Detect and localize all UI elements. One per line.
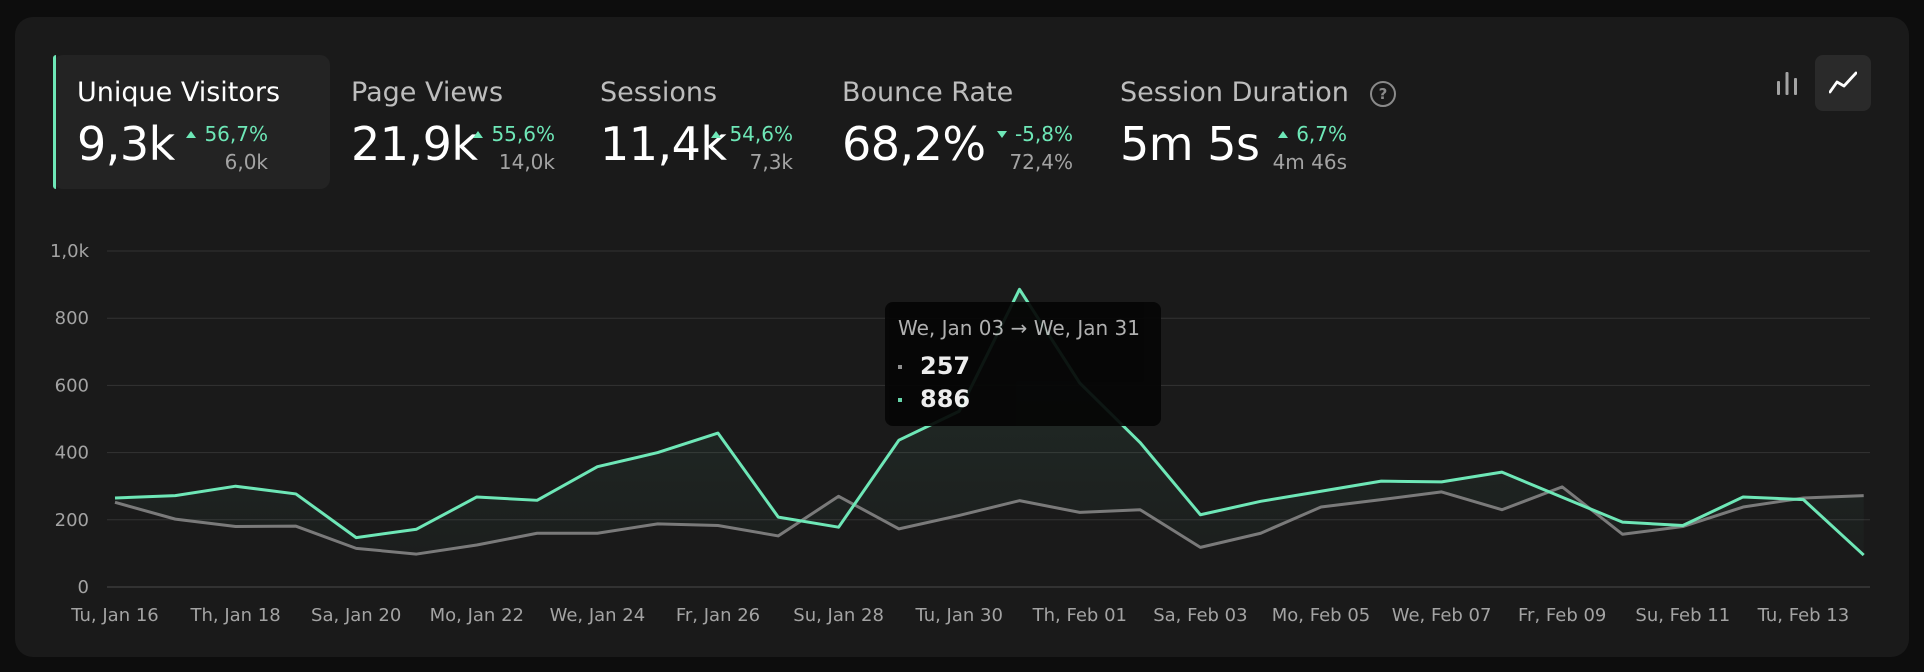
y-tick-label: 800 [55, 308, 89, 329]
trend-up-icon [1278, 131, 1289, 138]
trend-up-icon [473, 131, 484, 138]
line-chart-toggle-button[interactable] [1815, 55, 1871, 111]
metric-value: 21,9k [351, 117, 478, 171]
bar-chart-icon [1777, 72, 1797, 95]
y-tick-label: 1,0k [50, 241, 90, 262]
x-tick-label: Mo, Jan 22 [430, 605, 524, 626]
x-tick-label: Fr, Jan 26 [676, 605, 760, 626]
metric-title: Page Views [351, 77, 504, 108]
x-tick-label: Mo, Feb 05 [1272, 605, 1370, 626]
metric-value: 9,3k [77, 117, 175, 171]
x-tick-label: Fr, Feb 09 [1518, 605, 1606, 626]
metric-previous: 72,4% [1009, 150, 1073, 174]
metric-bounce-rate[interactable]: Bounce Rate 68,2% -5,8% 72,4% [820, 55, 1080, 189]
metric-title: Bounce Rate [842, 77, 1014, 108]
bar-chart-toggle-button[interactable] [1759, 55, 1815, 111]
previous-series-dot [898, 365, 902, 369]
x-tick-label: Th, Jan 18 [189, 605, 280, 626]
metric-value: 5m 5s [1120, 117, 1260, 171]
current-series-dot [898, 398, 902, 402]
metric-change: 54,6% [711, 122, 793, 146]
metric-unique-visitors[interactable]: Unique Visitors 9,3k 56,7% 6,0k [53, 55, 330, 189]
y-tick-label: 400 [55, 443, 89, 464]
metric-previous: 4m 46s [1272, 150, 1347, 174]
y-tick-label: 0 [78, 577, 89, 598]
metric-change: 56,7% [186, 122, 268, 146]
metric-session-duration[interactable]: Session Duration 5m 5s 6,7% 4m 46s [1095, 55, 1375, 189]
metric-previous: 14,0k [498, 150, 555, 174]
tooltip-previous-value: 257 [898, 352, 970, 380]
x-tick-label: Su, Feb 11 [1635, 605, 1730, 626]
x-tick-label: Tu, Feb 13 [1757, 605, 1850, 626]
analytics-card: Unique Visitors 9,3k 56,7% 6,0k Page Vie… [15, 17, 1909, 657]
metric-change: 55,6% [473, 122, 555, 146]
metric-previous: 7,3k [749, 150, 793, 174]
x-tick-label: We, Jan 24 [550, 605, 646, 626]
x-tick-label: We, Feb 07 [1392, 605, 1492, 626]
x-tick-label: Sa, Feb 03 [1153, 605, 1247, 626]
metric-title: Unique Visitors [77, 77, 281, 108]
x-tick-label: Sa, Jan 20 [311, 605, 401, 626]
x-tick-label: Th, Feb 01 [1032, 605, 1127, 626]
x-tick-label: Tu, Jan 16 [70, 605, 159, 626]
line-chart-icon [1829, 71, 1857, 94]
metric-previous: 6,0k [224, 150, 268, 174]
trend-down-icon [996, 131, 1007, 138]
metric-change: -5,8% [996, 122, 1073, 146]
y-tick-label: 600 [55, 375, 89, 396]
metric-value: 68,2% [842, 117, 986, 171]
metric-change: 6,7% [1278, 122, 1347, 146]
metric-title: Sessions [600, 77, 718, 108]
trend-up-icon [711, 131, 722, 138]
previous-period-line [114, 485, 1864, 556]
y-tick-label: 200 [55, 510, 89, 531]
x-tick-label: Tu, Jan 30 [914, 605, 1003, 626]
chart-tooltip: We, Jan 03 → We, Jan 31 257 886 [885, 302, 1161, 426]
x-tick-label: Su, Jan 28 [793, 605, 884, 626]
metric-title: Session Duration [1120, 77, 1349, 108]
tooltip-current-value: 886 [898, 385, 970, 413]
metric-page-views[interactable]: Page Views 21,9k 55,6% 14,0k [330, 55, 570, 189]
trend-up-icon [186, 131, 197, 138]
metric-value: 11,4k [600, 117, 727, 171]
metric-sessions[interactable]: Sessions 11,4k 54,6% 7,3k [580, 55, 800, 189]
tooltip-date-range: We, Jan 03 → We, Jan 31 [898, 316, 1140, 340]
help-icon[interactable]: ? [1370, 81, 1396, 107]
